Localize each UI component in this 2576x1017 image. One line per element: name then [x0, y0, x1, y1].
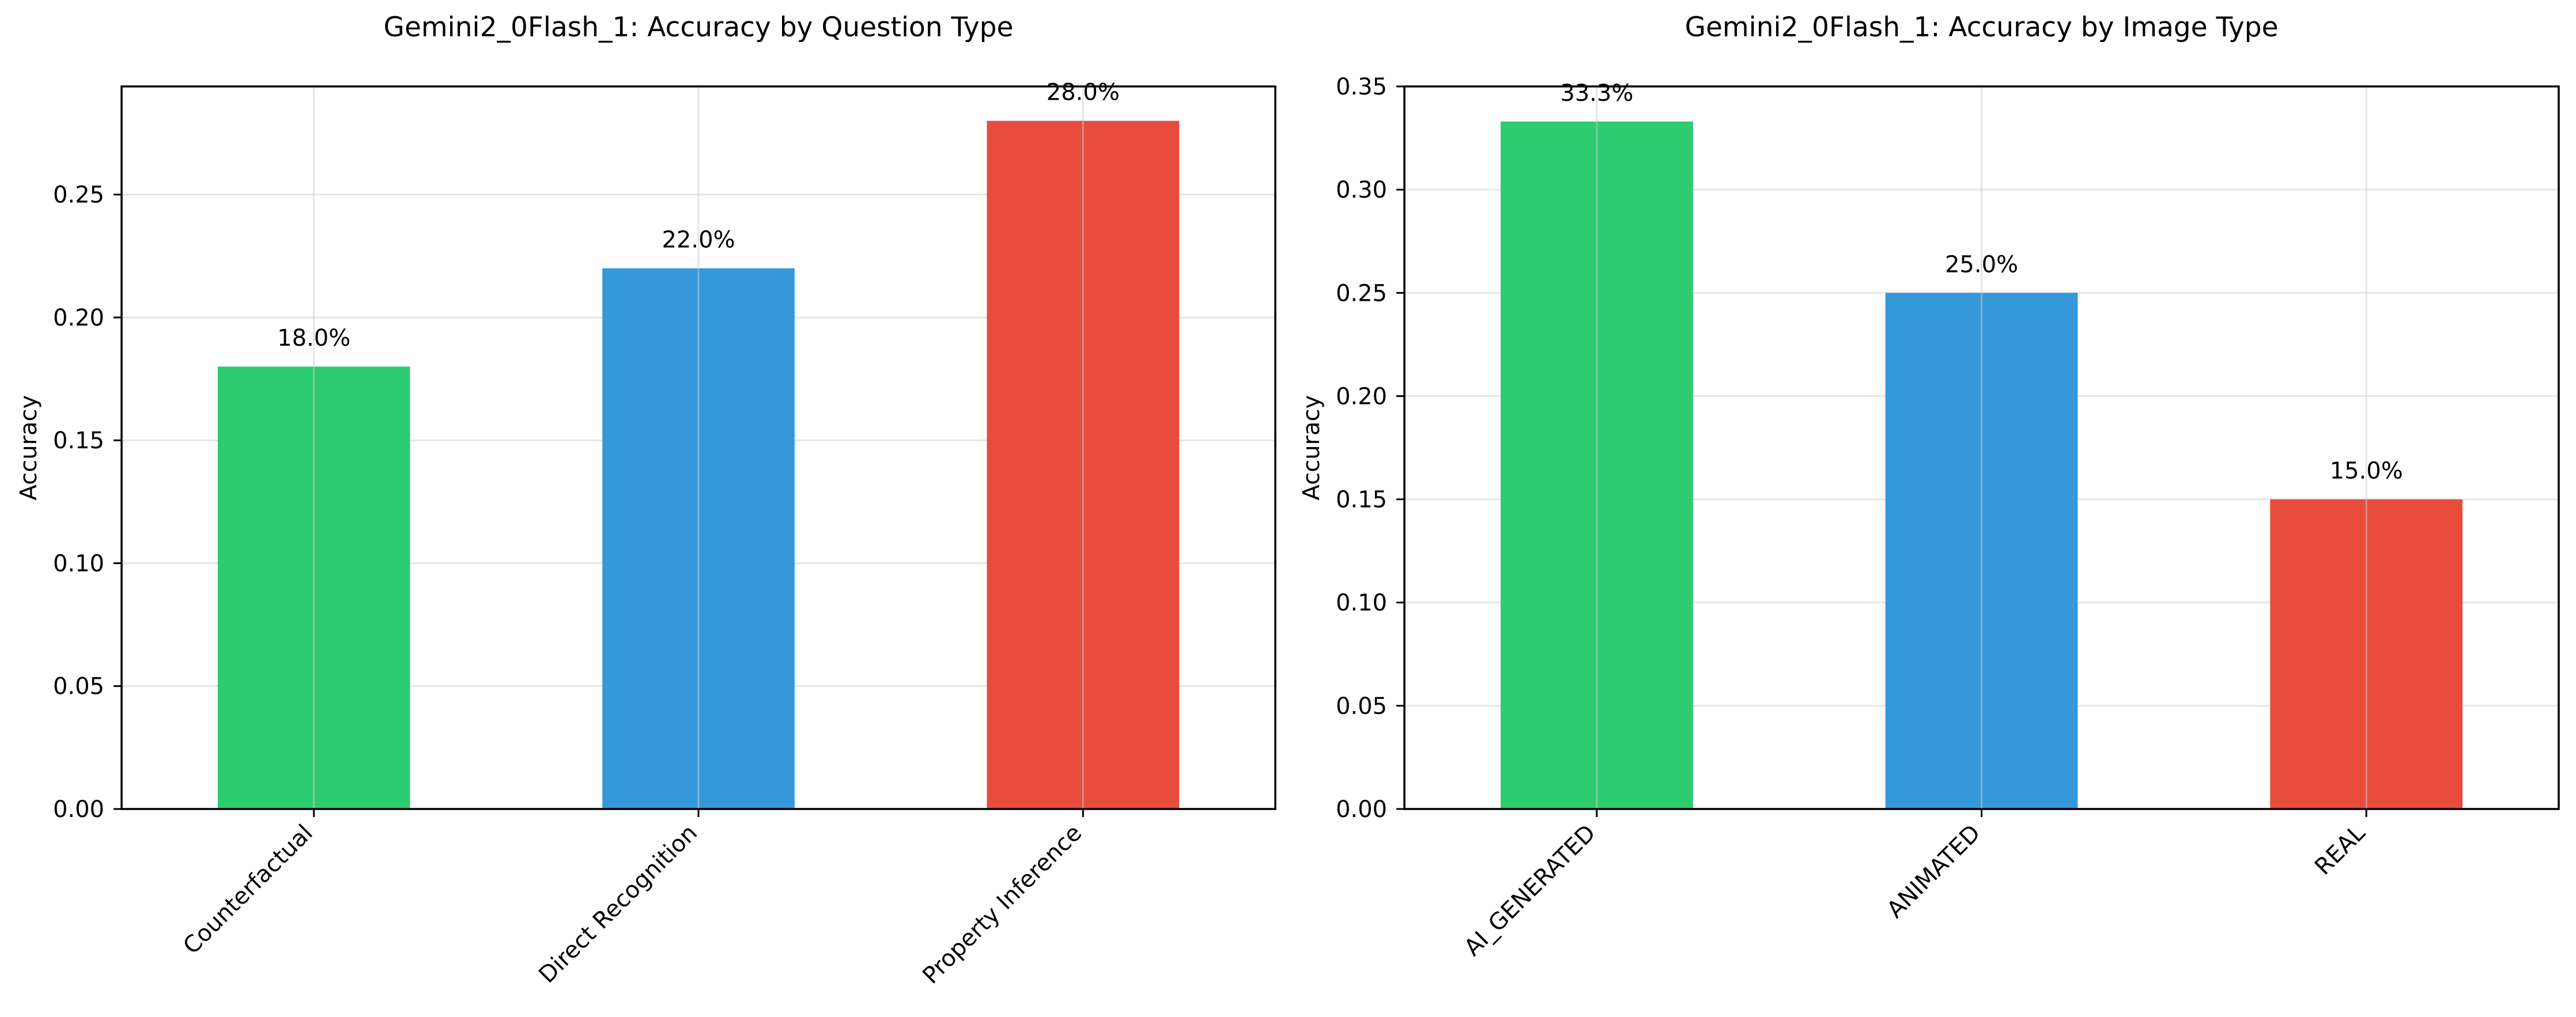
right-ytick-label: 0.00 — [1336, 796, 1387, 823]
right-ytick-label: 0.35 — [1336, 74, 1387, 100]
right-xtick-label: REAL — [2310, 819, 2371, 880]
right-xtick-label: AI_GENERATED — [1459, 820, 1601, 962]
left-ytick-label: 0.20 — [53, 305, 104, 331]
left-ytick-label: 0.25 — [53, 182, 104, 209]
left-xtick-label: Direct Recognition — [534, 820, 702, 989]
left-ytick-label: 0.15 — [53, 428, 104, 454]
right-chart-title: Gemini2_0Flash_1: Accuracy by Image Type — [1685, 12, 2279, 43]
right-data-label: 33.3% — [1560, 80, 1633, 107]
left-xtick-label: Property Inference — [917, 820, 1087, 989]
right-ytick-label: 0.25 — [1336, 280, 1387, 307]
left-data-label: 18.0% — [277, 325, 350, 351]
left-chart-title: Gemini2_0Flash_1: Accuracy by Question T… — [384, 12, 1014, 43]
right-data-label: 15.0% — [2330, 458, 2403, 485]
right-ytick-label: 0.30 — [1336, 177, 1387, 203]
right-xtick-label: ANIMATED — [1882, 820, 1986, 924]
left-ytick-label: 0.00 — [53, 796, 104, 823]
right-ytick-label: 0.10 — [1336, 590, 1387, 617]
right-ytick-label: 0.05 — [1336, 693, 1387, 720]
left-data-label: 22.0% — [662, 227, 735, 254]
right-data-label: 25.0% — [1945, 251, 2018, 278]
left-ytick-label: 0.05 — [53, 674, 104, 700]
right-ytick-label: 0.15 — [1336, 487, 1387, 513]
left-y-axis-label: Accuracy — [16, 395, 42, 501]
left-data-label: 28.0% — [1047, 80, 1120, 106]
right-y-axis-label: Accuracy — [1298, 395, 1325, 501]
left-ytick-label: 0.10 — [53, 550, 104, 577]
right-ytick-label: 0.20 — [1336, 383, 1387, 410]
left-xtick-label: Counterfactual — [178, 820, 318, 960]
